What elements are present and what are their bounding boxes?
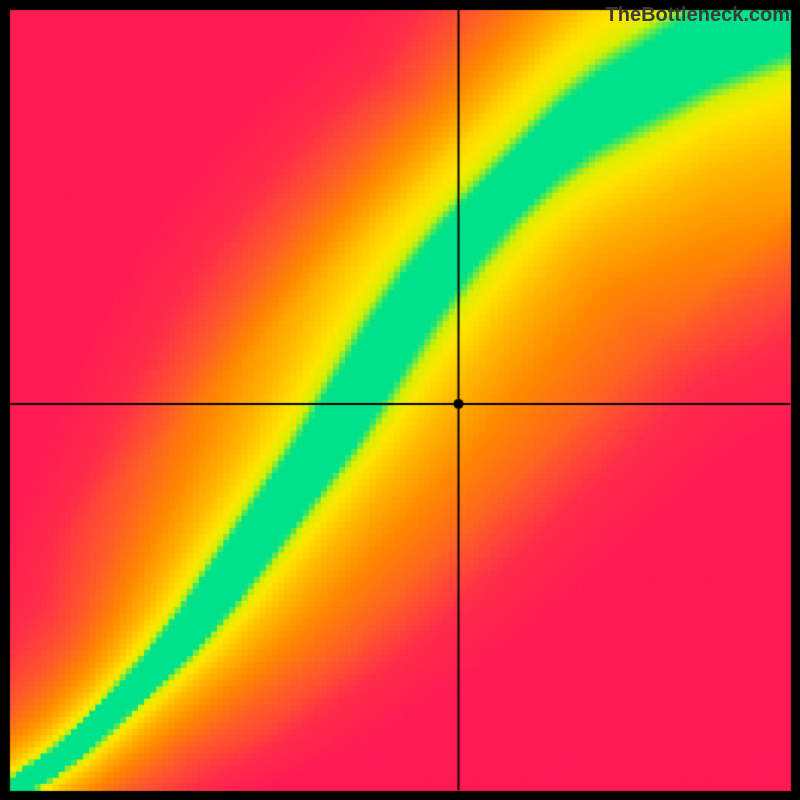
watermark-text: TheBottleneck.com — [606, 4, 790, 27]
heatmap-canvas — [0, 0, 800, 800]
